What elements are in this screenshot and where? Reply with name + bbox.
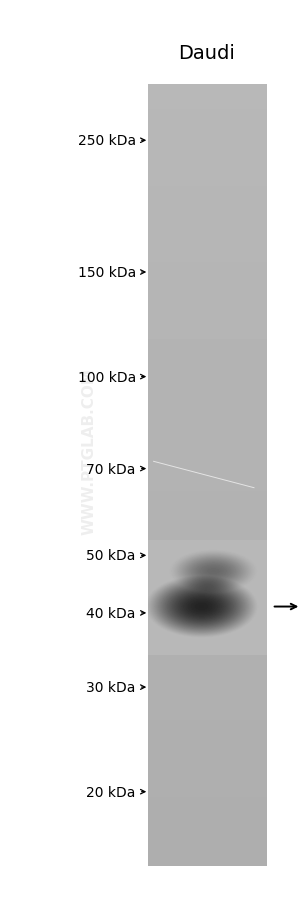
Text: 30 kDa: 30 kDa (86, 680, 136, 695)
Text: 100 kDa: 100 kDa (78, 370, 136, 384)
Text: 150 kDa: 150 kDa (78, 266, 136, 280)
Text: 20 kDa: 20 kDa (86, 785, 136, 799)
Text: 50 kDa: 50 kDa (86, 548, 136, 563)
Text: WWW.PTGLAB.COM: WWW.PTGLAB.COM (81, 368, 96, 534)
Text: 250 kDa: 250 kDa (78, 134, 136, 148)
Text: 70 kDa: 70 kDa (86, 462, 136, 476)
Text: 40 kDa: 40 kDa (86, 606, 136, 621)
Text: Daudi: Daudi (178, 44, 235, 63)
